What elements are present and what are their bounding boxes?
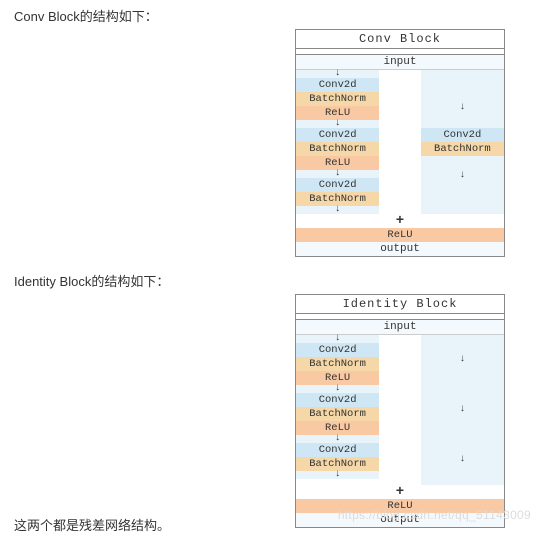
conv-block-diagram: Conv Blockinput↓Conv2dBatchNormReLU↓Conv… [295,29,505,257]
output-label: output [296,242,504,256]
arrow-down-icon: ↓ [296,335,379,343]
conv2d-layer: Conv2d [296,443,379,457]
add-op: + [296,485,504,499]
conv2d-layer: Conv2d [296,178,379,192]
left-branch: ↓Conv2dBatchNormReLU↓Conv2dBatchNormReLU… [296,70,379,214]
diagram-title: Conv Block [296,30,504,49]
batchnorm-layer: BatchNorm [296,357,379,371]
batchnorm-layer: BatchNorm [296,142,379,156]
conv-block-heading: Conv Block的结构如下： [0,0,545,29]
add-op: + [296,214,504,228]
batchnorm-layer: BatchNorm [296,407,379,421]
arrow-down-icon: ↓ [296,206,379,214]
conv2d-layer: Conv2d [296,78,379,92]
input-label: input [296,55,504,70]
right-branch: ↓↓↓ [421,335,504,485]
mid-gap [379,335,421,485]
input-label: input [296,320,504,335]
identity-block-diagram-wrap: Identity Block input↓Conv2dBatchNormReLU↓… [0,294,545,528]
identity-block-heading: Identity Block的结构如下： [0,265,545,294]
arrow-down-icon: ↓ [296,170,379,178]
arrow-down-icon: ↓ [421,385,504,435]
arrow-down-icon: ↓ [296,120,379,128]
conv2d-layer: Conv2d [421,128,504,142]
arrow-down-icon: ↓ [421,156,504,196]
diagram-title: Identity Block [296,295,504,314]
arrow-down-icon: ↓ [421,335,504,385]
arrow-down-icon: ↓ [296,385,379,393]
batchnorm-layer: BatchNorm [296,92,379,106]
branch-area: ↓Conv2dBatchNormReLU↓Conv2dBatchNormReLU… [296,335,504,485]
right-branch: ↓Conv2dBatchNorm↓ [421,70,504,214]
conv2d-layer: Conv2d [296,128,379,142]
left-branch: ↓Conv2dBatchNormReLU↓Conv2dBatchNormReLU… [296,335,379,485]
arrow-down-icon: ↓ [296,471,379,479]
arrow-down-icon: ↓ [296,70,379,78]
batchnorm-layer: BatchNorm [421,142,504,156]
footer-text: 这两个都是残差网络结构。 [14,515,170,534]
conv2d-layer: Conv2d [296,343,379,357]
relu-final-layer: ReLU [296,228,504,242]
watermark-text: https://blog.csdn.net/qq_51143009 [338,508,531,522]
conv-block-diagram-wrap: Conv Blockinput↓Conv2dBatchNormReLU↓Conv… [0,29,545,257]
mid-gap [379,70,421,214]
arrow-down-icon: ↓ [421,88,504,128]
arrow-down-icon: ↓ [296,435,379,443]
identity-block-diagram: Identity Block input↓Conv2dBatchNormReLU↓… [295,294,505,528]
branch-area: ↓Conv2dBatchNormReLU↓Conv2dBatchNormReLU… [296,70,504,214]
conv2d-layer: Conv2d [296,393,379,407]
arrow-down-icon: ↓ [421,435,504,485]
